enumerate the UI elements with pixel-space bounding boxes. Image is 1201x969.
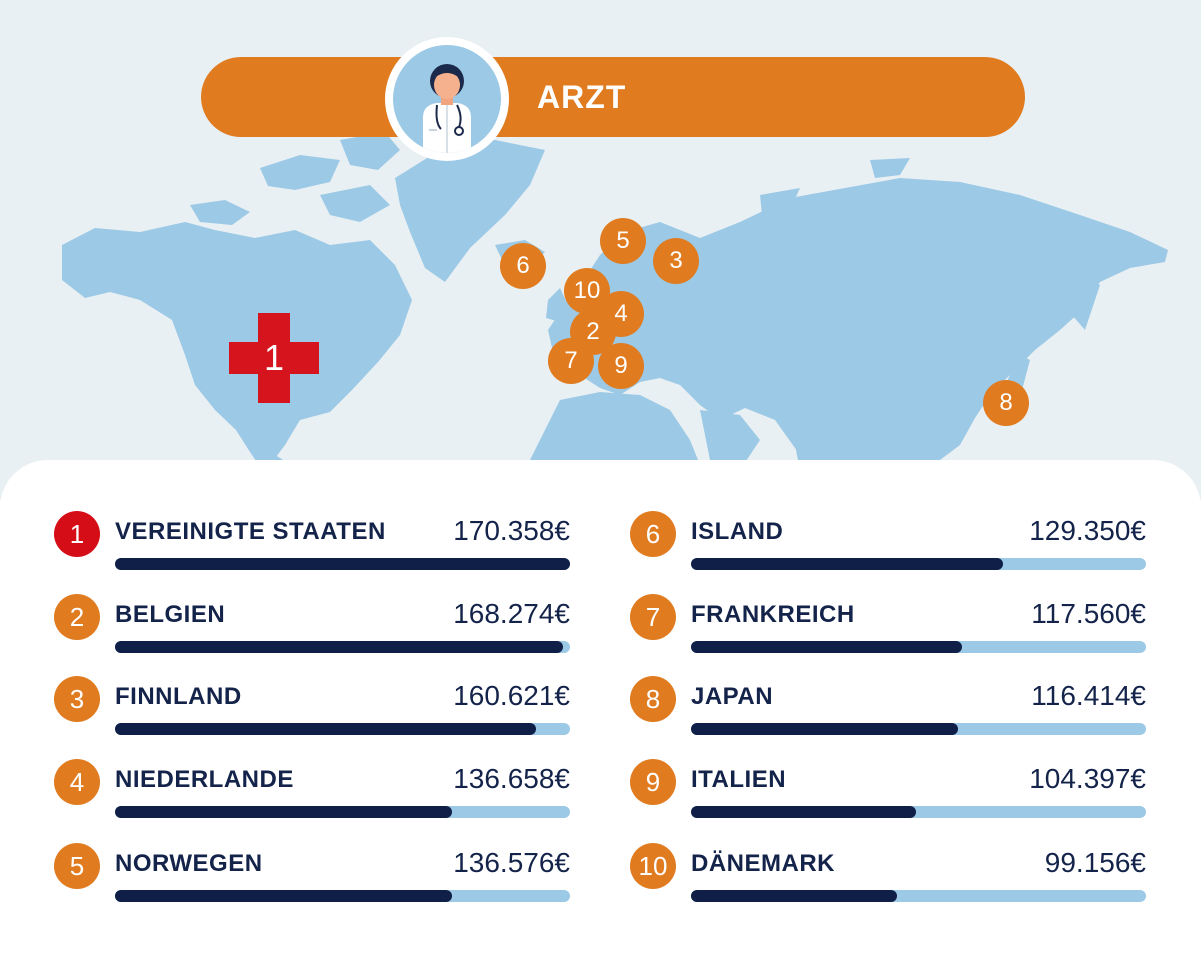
rank-badge: 6 bbox=[630, 511, 676, 557]
country-name: VEREINIGTE STAATEN bbox=[115, 518, 386, 545]
country-name: FINNLAND bbox=[115, 683, 242, 710]
list-item: 2 BELGIEN 168.274€ bbox=[54, 594, 570, 674]
country-name: ISLAND bbox=[691, 518, 784, 545]
rank-badge: 8 bbox=[630, 676, 676, 722]
map-marker-italien: 9 bbox=[598, 343, 644, 389]
country-name: JAPAN bbox=[691, 683, 774, 710]
kamchatka-shape bbox=[1072, 275, 1100, 330]
bar-fill bbox=[115, 890, 452, 902]
greenland-shape bbox=[395, 140, 545, 282]
list-item: 9 ITALIEN 104.397€ bbox=[630, 759, 1146, 839]
country-name: FRANKREICH bbox=[691, 601, 855, 628]
salary-value: 129.350€ bbox=[1029, 515, 1146, 546]
salary-value: 170.358€ bbox=[453, 515, 570, 546]
uk-shape bbox=[546, 288, 568, 322]
bar-fill bbox=[691, 558, 1003, 570]
title-banner bbox=[201, 57, 1025, 137]
bar-track bbox=[691, 890, 1146, 902]
map-marker-island: 6 bbox=[500, 243, 546, 289]
bar-fill bbox=[115, 806, 452, 818]
arctic-islands-shape bbox=[190, 200, 250, 225]
rank-badge: 10 bbox=[630, 843, 676, 889]
ranking-panel: 1 VEREINIGTE STAATEN 170.358€ 2 BELGIEN 168.2… bbox=[0, 460, 1201, 969]
bar-track bbox=[115, 723, 570, 735]
map-marker-1-label: 1 bbox=[263, 337, 285, 378]
map-marker-frankreich: 7 bbox=[548, 338, 594, 384]
list-item: 7 FRANKREICH 117.560€ bbox=[630, 594, 1146, 674]
salary-value: 168.274€ bbox=[453, 598, 570, 629]
salary-value: 136.658€ bbox=[453, 763, 570, 794]
world-map-area: 1 2 3 4 5 6 7 8 9 10 ARZT bbox=[0, 0, 1201, 500]
country-name: DÄNEMARK bbox=[691, 850, 835, 877]
arctic-islands-shape-2 bbox=[260, 155, 340, 190]
rank-badge: 2 bbox=[54, 594, 100, 640]
list-item: 1 VEREINIGTE STAATEN 170.358€ bbox=[54, 511, 570, 591]
india-shape bbox=[790, 420, 830, 470]
baffin-shape bbox=[340, 132, 400, 170]
bar-track bbox=[115, 558, 570, 570]
bar-track bbox=[115, 806, 570, 818]
rank-badge: 1 bbox=[54, 511, 100, 557]
banner-title: ARZT bbox=[537, 79, 627, 115]
salary-value: 116.414€ bbox=[1031, 680, 1146, 711]
bar-track bbox=[115, 641, 570, 653]
rank-badge: 3 bbox=[54, 676, 100, 722]
list-item: 3 FINNLAND 160.621€ bbox=[54, 676, 570, 756]
bar-fill bbox=[115, 723, 536, 735]
siberian-islands-shape bbox=[760, 188, 800, 215]
avatar-background bbox=[393, 45, 501, 153]
bar-fill bbox=[691, 723, 958, 735]
bar-fill bbox=[691, 641, 962, 653]
country-name: NIEDERLANDE bbox=[115, 766, 294, 793]
arabia-shape bbox=[700, 410, 760, 470]
country-name: BELGIEN bbox=[115, 601, 226, 628]
bar-track bbox=[691, 641, 1146, 653]
rank-badge: 5 bbox=[54, 843, 100, 889]
cross-horizontal-bar bbox=[229, 342, 319, 374]
list-item: 5 NORWEGEN 136.576€ bbox=[54, 843, 570, 923]
map-marker-finnland: 3 bbox=[653, 238, 699, 284]
salary-value: 117.560€ bbox=[1031, 598, 1146, 629]
bar-fill bbox=[115, 641, 563, 653]
salary-value: 104.397€ bbox=[1029, 763, 1146, 794]
bar-fill bbox=[691, 806, 916, 818]
list-item: 8 JAPAN 116.414€ bbox=[630, 676, 1146, 756]
map-marker-daenemark: 10 bbox=[564, 268, 610, 314]
eurasia-shape bbox=[548, 178, 1168, 470]
list-item: 10 DÄNEMARK 99.156€ bbox=[630, 843, 1146, 923]
bar-track bbox=[691, 806, 1146, 818]
rank-badge: 7 bbox=[630, 594, 676, 640]
rank-badge: 9 bbox=[630, 759, 676, 805]
country-name: ITALIEN bbox=[691, 766, 787, 793]
bar-track bbox=[691, 558, 1146, 570]
bar-track bbox=[115, 890, 570, 902]
map-marker-japan: 8 bbox=[983, 380, 1029, 426]
salary-value: 99.156€ bbox=[1044, 847, 1146, 878]
avatar bbox=[385, 37, 509, 161]
siberian-islands-shape-2 bbox=[870, 158, 910, 178]
arctic-islands-shape-3 bbox=[320, 185, 390, 222]
bar-track bbox=[691, 723, 1146, 735]
salary-value: 160.621€ bbox=[453, 680, 570, 711]
red-cross-icon: 1 bbox=[229, 313, 319, 403]
list-item: 6 ISLAND 129.350€ bbox=[630, 511, 1146, 591]
country-name: NORWEGEN bbox=[115, 850, 263, 877]
bar-fill bbox=[691, 890, 897, 902]
bar-fill bbox=[115, 558, 570, 570]
list-item: 4 NIEDERLANDE 136.658€ bbox=[54, 759, 570, 839]
map-marker-norwegen: 5 bbox=[600, 218, 646, 264]
rank-badge: 4 bbox=[54, 759, 100, 805]
doctor-icon bbox=[423, 64, 471, 153]
salary-value: 136.576€ bbox=[453, 847, 570, 878]
